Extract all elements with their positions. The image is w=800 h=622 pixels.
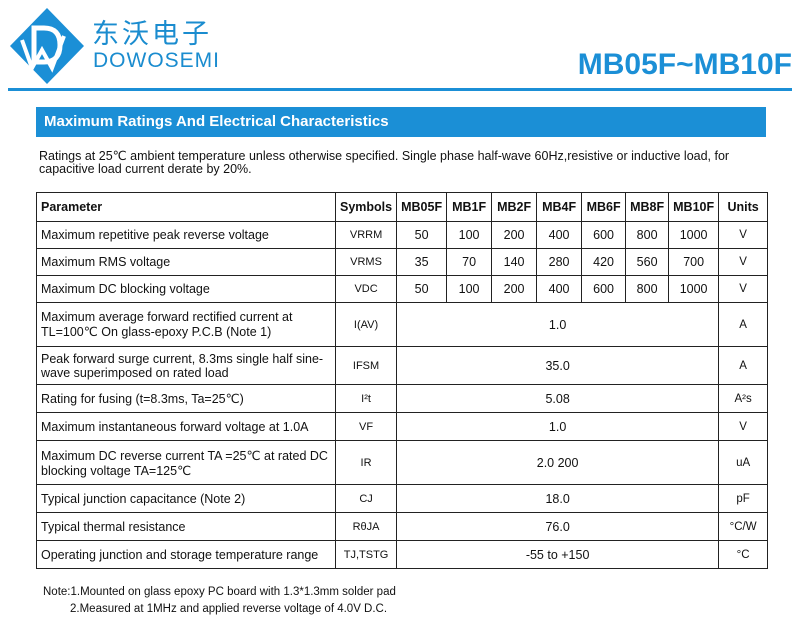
value-cell: -55 to +150 xyxy=(396,540,720,569)
table-row: Rating for fusing (t=8.3ms, Ta=25℃) I²t … xyxy=(36,384,769,413)
value-cell: 1.0 xyxy=(396,412,720,441)
value-cell: 100 xyxy=(446,275,493,303)
note-1: Note:1.Mounted on glass epoxy PC board w… xyxy=(43,586,396,598)
header-units: Units xyxy=(718,192,769,222)
unit-cell: °C/W xyxy=(718,512,769,541)
symbol-cell: I(AV) xyxy=(334,302,398,347)
symbol-cell: TJ,TSTG xyxy=(334,540,398,569)
value-cell: 200 xyxy=(491,221,538,249)
value-cell: 700 xyxy=(668,248,720,276)
param-cell: Maximum DC blocking voltage xyxy=(36,275,336,303)
value-cell: 50 xyxy=(396,221,448,249)
symbol-cell: IR xyxy=(334,440,398,485)
table-row: Typical junction capacitance (Note 2) CJ… xyxy=(36,484,769,513)
param-cell: Maximum average forward rectified curren… xyxy=(36,302,336,347)
table-row: Maximum instantaneous forward voltage at… xyxy=(36,412,769,441)
unit-cell: V xyxy=(718,275,769,303)
company-name-en: DOWOSEMI xyxy=(93,49,220,72)
value-cell: 800 xyxy=(625,275,670,303)
header-divider xyxy=(8,88,792,91)
value-cell: 200 xyxy=(491,275,538,303)
unit-cell: V xyxy=(718,248,769,276)
ratings-table: Parameter Symbols MB05F MB1F MB2F MB4F M… xyxy=(36,192,769,569)
value-cell: 600 xyxy=(581,275,627,303)
ratings-note: Ratings at 25℃ ambient temperature unles… xyxy=(39,149,730,176)
param-cell: Rating for fusing (t=8.3ms, Ta=25℃) xyxy=(36,384,336,413)
value-cell: 800 xyxy=(625,221,670,249)
table-row: Maximum DC reverse current TA =25℃ at ra… xyxy=(36,440,769,485)
table-row: Peak forward surge current, 8.3ms single… xyxy=(36,346,769,385)
table-row: Operating junction and storage temperatu… xyxy=(36,540,769,569)
unit-cell: V xyxy=(718,221,769,249)
unit-cell: °C xyxy=(718,540,769,569)
symbol-cell: IFSM xyxy=(334,346,398,385)
unit-cell: A xyxy=(718,302,769,347)
symbol-cell: RθJA xyxy=(334,512,398,541)
value-cell: 1000 xyxy=(668,275,720,303)
value-cell: 420 xyxy=(581,248,627,276)
unit-cell: A²s xyxy=(718,384,769,413)
header-model: MB1F xyxy=(446,192,493,222)
unit-cell: pF xyxy=(718,484,769,513)
value-cell: 76.0 xyxy=(396,512,720,541)
param-cell: Maximum RMS voltage xyxy=(36,248,336,276)
value-cell: 70 xyxy=(446,248,493,276)
header-model: MB8F xyxy=(625,192,670,222)
value-cell: 50 xyxy=(396,275,448,303)
param-cell: Operating junction and storage temperatu… xyxy=(36,540,336,569)
table-row: Maximum DC blocking voltage VDC 50 100 2… xyxy=(36,275,769,303)
value-cell: 35 xyxy=(396,248,448,276)
value-cell: 280 xyxy=(536,248,583,276)
table-row: Typical thermal resistance RθJA 76.0 °C/… xyxy=(36,512,769,541)
company-name-cn: 东沃电子 xyxy=(92,19,212,50)
dowosemi-logo xyxy=(10,8,84,84)
header-model: MB6F xyxy=(581,192,627,222)
header-model: MB10F xyxy=(668,192,720,222)
value-cell: 1.0 xyxy=(396,302,720,347)
value-cell: 560 xyxy=(625,248,670,276)
table-row: Maximum RMS voltage VRMS 35 70 140 280 4… xyxy=(36,248,769,276)
value-cell: 400 xyxy=(536,275,583,303)
value-cell: 5.08 xyxy=(396,384,720,413)
header-model: MB4F xyxy=(536,192,583,222)
param-cell: Maximum instantaneous forward voltage at… xyxy=(36,412,336,441)
symbol-cell: VDC xyxy=(334,275,398,303)
unit-cell: V xyxy=(718,412,769,441)
param-cell: Typical thermal resistance xyxy=(36,512,336,541)
param-cell: Maximum repetitive peak reverse voltage xyxy=(36,221,336,249)
value-cell: 1000 xyxy=(668,221,720,249)
value-cell: 2.0 200 xyxy=(396,440,720,485)
param-cell: Typical junction capacitance (Note 2) xyxy=(36,484,336,513)
value-cell: 100 xyxy=(446,221,493,249)
value-cell: 600 xyxy=(581,221,627,249)
value-cell: 35.0 xyxy=(396,346,720,385)
table-header-row: Parameter Symbols MB05F MB1F MB2F MB4F M… xyxy=(36,192,769,222)
param-cell: Maximum DC reverse current TA =25℃ at ra… xyxy=(36,440,336,485)
notes: Note:1.Mounted on glass epoxy PC board w… xyxy=(43,584,396,618)
header-symbols: Symbols xyxy=(334,192,398,222)
symbol-cell: I²t xyxy=(334,384,398,413)
value-cell: 400 xyxy=(536,221,583,249)
unit-cell: uA xyxy=(718,440,769,485)
param-cell: Peak forward surge current, 8.3ms single… xyxy=(36,346,336,385)
symbol-cell: VRRM xyxy=(334,221,398,249)
value-cell: 18.0 xyxy=(396,484,720,513)
part-title: MB05F~MB10F xyxy=(577,48,792,81)
header-model: MB2F xyxy=(491,192,538,222)
header-parameter: Parameter xyxy=(36,192,336,222)
table-row: Maximum repetitive peak reverse voltage … xyxy=(36,221,769,249)
unit-cell: A xyxy=(718,346,769,385)
value-cell: 140 xyxy=(491,248,538,276)
symbol-cell: VF xyxy=(334,412,398,441)
header-model: MB05F xyxy=(396,192,448,222)
symbol-cell: CJ xyxy=(334,484,398,513)
note-2: 2.Measured at 1MHz and applied reverse v… xyxy=(70,603,388,615)
symbol-cell: VRMS xyxy=(334,248,398,276)
table-row: Maximum average forward rectified curren… xyxy=(36,302,769,347)
section-title: Maximum Ratings And Electrical Character… xyxy=(36,107,766,137)
